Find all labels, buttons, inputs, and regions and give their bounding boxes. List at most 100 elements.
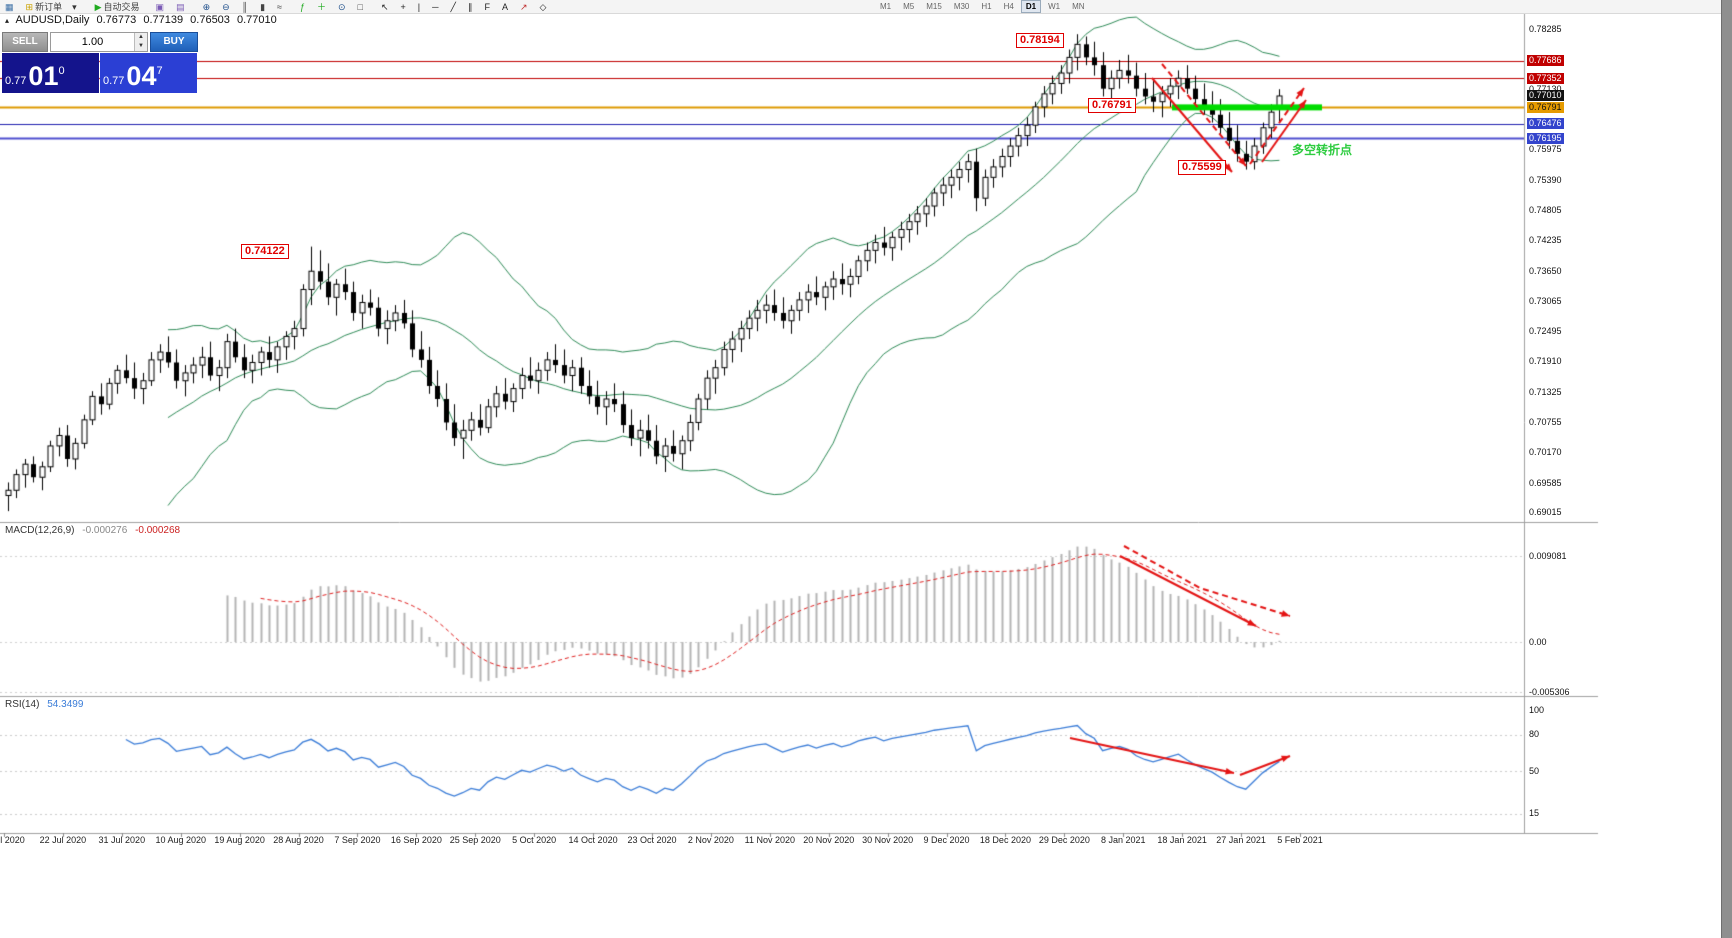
tile-windows-button[interactable]: ▤ bbox=[172, 0, 191, 14]
one-click-trading-panel: SELL ▲ ▼ BUY 0.77 01 0 0.77 04 7 bbox=[2, 32, 198, 93]
zoom-in-icon: ⊕ bbox=[202, 1, 211, 12]
sell-price-big: 01 bbox=[28, 61, 59, 91]
timeframe-m1[interactable]: M1 bbox=[880, 2, 892, 11]
low-value: 0.76503 bbox=[190, 14, 230, 26]
time-axis-label[interactable]: 20 Nov 2020 bbox=[803, 835, 855, 845]
rsi-scale-tick: 15 bbox=[1529, 808, 1540, 819]
candle-chart-button[interactable]: ▮ bbox=[256, 0, 271, 14]
bar-chart-button[interactable]: ║ bbox=[238, 0, 254, 14]
price-tick: 0.78285 bbox=[1529, 23, 1562, 34]
timeframe-m15[interactable]: M15 bbox=[926, 2, 942, 11]
line-chart-icon: ≈ bbox=[277, 1, 282, 12]
bar-chart-icon: ║ bbox=[241, 1, 249, 12]
timeframe-h4[interactable]: H4 bbox=[1003, 2, 1014, 11]
time-axis-label[interactable]: 25 Sep 2020 bbox=[449, 835, 501, 845]
vertical-line-button[interactable]: | bbox=[414, 0, 426, 14]
price-tick: 0.70170 bbox=[1529, 447, 1562, 458]
price-tick: 0.70755 bbox=[1529, 416, 1562, 427]
price-tick: 0.75390 bbox=[1529, 174, 1562, 185]
trendline-button[interactable]: ╱ bbox=[447, 0, 462, 14]
indicators-icon: ƒ bbox=[299, 1, 305, 12]
price-tick: 0.74805 bbox=[1529, 205, 1562, 216]
time-axis-label[interactable]: 5 Oct 2020 bbox=[512, 835, 557, 845]
text-icon: A bbox=[501, 1, 508, 12]
shapes-button[interactable]: ◇ bbox=[536, 0, 553, 14]
time-axis-label[interactable]: 8 Jan 2021 bbox=[1100, 835, 1146, 845]
cascade-windows-button[interactable]: ▣ bbox=[152, 0, 171, 14]
charts-dropdown[interactable]: ▾ bbox=[68, 0, 83, 14]
time-axis-label[interactable]: 7 Sep 2020 bbox=[334, 835, 381, 845]
hline-price-badge: 0.77352 bbox=[1527, 72, 1564, 84]
time-axis-label[interactable]: 31 Jul 2020 bbox=[98, 835, 146, 845]
time-axis-label[interactable]: 19 Aug 2020 bbox=[214, 835, 265, 845]
zoom-out-icon: ⊖ bbox=[222, 1, 230, 12]
price-tick: 0.71910 bbox=[1529, 356, 1562, 367]
time-axis-label[interactable]: 22 Jul 2020 bbox=[39, 835, 87, 845]
timeframe-m5[interactable]: M5 bbox=[903, 2, 915, 11]
arrows-button[interactable]: ↗ bbox=[516, 0, 534, 14]
time-axis-label[interactable]: 9 Dec 2020 bbox=[923, 835, 970, 845]
channel-button[interactable]: ∥ bbox=[464, 0, 479, 14]
ohlc-expand-icon[interactable]: ▴ bbox=[5, 16, 10, 25]
time-axis-label[interactable]: 30 Nov 2020 bbox=[862, 835, 914, 845]
time-axis-label[interactable]: 28 Aug 2020 bbox=[273, 835, 324, 845]
time-axis-label[interactable]: 2 Nov 2020 bbox=[687, 835, 734, 845]
new-order-button[interactable]: ⊞ 新订单 bbox=[22, 0, 67, 14]
time-axis-label[interactable]: 3 Jul 2020 bbox=[0, 835, 25, 845]
time-axis-label[interactable]: 18 Jan 2021 bbox=[1157, 835, 1207, 845]
add-indicator-button[interactable]: ＋ bbox=[313, 0, 332, 14]
open-value: 0.76773 bbox=[96, 14, 137, 26]
hline-price-badge: 0.77686 bbox=[1527, 55, 1564, 67]
timeframe-mn[interactable]: MN bbox=[1072, 2, 1085, 11]
zoom-out-button[interactable]: ⊖ bbox=[218, 0, 236, 14]
right-scrollbar[interactable] bbox=[1721, 0, 1732, 938]
time-axis-label[interactable]: 10 Aug 2020 bbox=[155, 835, 206, 845]
rsi-header: RSI(14) 54.3499 bbox=[5, 699, 83, 710]
buy-button[interactable]: BUY bbox=[150, 32, 198, 52]
timeframe-d1[interactable]: D1 bbox=[1020, 0, 1042, 13]
macd-header: MACD(12,26,9) -0.000276 -0.000268 bbox=[5, 525, 180, 536]
arrows-icon: ↗ bbox=[519, 1, 528, 12]
volume-input[interactable] bbox=[51, 33, 134, 51]
new-chart-button[interactable]: ▦ bbox=[1, 0, 20, 14]
time-axis-label[interactable]: 11 Nov 2020 bbox=[744, 835, 795, 845]
horizontal-line-button[interactable]: ─ bbox=[428, 0, 444, 14]
time-axis-label[interactable]: 18 Dec 2020 bbox=[979, 835, 1031, 845]
auto-trading-icon: ▶ bbox=[94, 1, 102, 12]
indicators-button[interactable]: ƒ bbox=[296, 0, 311, 14]
sell-button[interactable]: SELL bbox=[2, 32, 48, 52]
macd-scale-tick: 0.00 bbox=[1529, 636, 1547, 647]
line-chart-button[interactable]: ≈ bbox=[273, 0, 288, 14]
time-axis-label[interactable]: 27 Jan 2021 bbox=[1216, 835, 1266, 845]
shapes-icon: ◇ bbox=[539, 1, 547, 12]
volume-up-button[interactable]: ▲ bbox=[135, 33, 147, 42]
time-axis-label[interactable]: 5 Feb 2021 bbox=[1277, 835, 1323, 845]
zoom-in-button[interactable]: ⊕ bbox=[199, 0, 217, 14]
fibonacci-button[interactable]: F bbox=[480, 0, 496, 14]
text-button[interactable]: A bbox=[498, 0, 514, 14]
vertical-line-icon: | bbox=[417, 1, 421, 12]
timeframe-w1[interactable]: W1 bbox=[1048, 2, 1061, 11]
crosshair-button[interactable]: + bbox=[397, 0, 412, 14]
volume-down-button[interactable]: ▼ bbox=[135, 42, 147, 51]
price-tick: 0.72495 bbox=[1529, 325, 1562, 336]
timeframe-h1[interactable]: H1 bbox=[981, 2, 992, 11]
macd-scale-tick: 0.009081 bbox=[1529, 550, 1567, 561]
cursor-button[interactable]: ↖ bbox=[377, 0, 395, 14]
buy-price-tile[interactable]: 0.77 04 7 bbox=[100, 53, 197, 93]
charts-dropdown-icon: ▾ bbox=[72, 1, 77, 12]
time-axis-label[interactable]: 23 Oct 2020 bbox=[627, 835, 677, 845]
templates-button[interactable]: □ bbox=[354, 0, 369, 14]
price-annotation-box: 0.76791 bbox=[1088, 98, 1136, 113]
cursor-icon: ↖ bbox=[380, 1, 389, 12]
time-axis-label[interactable]: 14 Oct 2020 bbox=[568, 835, 618, 845]
price-tick: 0.73650 bbox=[1529, 265, 1562, 276]
auto-trading-button[interactable]: ▶ 自动交易 bbox=[91, 0, 144, 14]
timeframe-m30[interactable]: M30 bbox=[953, 2, 970, 11]
time-axis-label[interactable]: 29 Dec 2020 bbox=[1038, 835, 1090, 845]
symbol-period-label: AUDUSD,Daily bbox=[15, 14, 90, 26]
sell-price-tile[interactable]: 0.77 01 0 bbox=[2, 53, 99, 93]
periods-button[interactable]: ⊙ bbox=[334, 0, 352, 14]
time-axis-label[interactable]: 16 Sep 2020 bbox=[390, 835, 442, 845]
